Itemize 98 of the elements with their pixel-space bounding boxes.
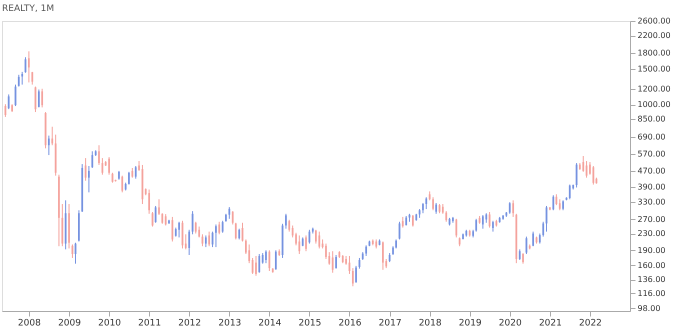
candlestick [492, 220, 494, 232]
y-tick-label: 850.00 [638, 114, 666, 124]
y-tick-label: 190.00 [638, 246, 666, 255]
candlestick [34, 86, 36, 113]
x-tick-label: 2015 [298, 318, 322, 328]
candlestick [412, 214, 414, 228]
candlestick [154, 205, 156, 224]
candlestick [305, 234, 307, 252]
candlestick [178, 221, 180, 238]
y-tick-label: 2600.00 [638, 16, 671, 26]
candlestick [555, 194, 558, 206]
candlestick [72, 244, 74, 258]
candlestick [314, 229, 317, 244]
candlestick [28, 50, 30, 83]
candlestick [158, 198, 160, 216]
candlestick [526, 236, 528, 255]
candlestick [74, 242, 76, 264]
y-tick-label: 270.00 [638, 214, 666, 224]
candlestick [24, 56, 26, 74]
x-tick-label: 2019 [458, 318, 482, 328]
candlestick [98, 144, 100, 166]
candlestick [558, 198, 561, 211]
candlestick [215, 224, 217, 248]
candlestick [202, 234, 204, 247]
x-tick-label: 2016 [338, 318, 362, 328]
candlestick [171, 216, 174, 242]
candlestick [101, 158, 104, 176]
y-tick-label: 1800.00 [638, 48, 671, 58]
candlestick [212, 231, 214, 248]
candlestick [182, 220, 184, 249]
x-tick-label: 2009 [58, 318, 82, 328]
y-tick-label: 98.00 [638, 304, 660, 313]
candlestick [522, 252, 524, 264]
candlestick [388, 252, 391, 263]
candlestick [358, 257, 360, 270]
candlestick [365, 244, 368, 256]
candlestick [268, 250, 270, 272]
x-tick-label: 2018 [418, 318, 442, 328]
candlestick [592, 166, 594, 186]
x-tick-label: 2012 [178, 318, 202, 328]
candlestick [482, 214, 484, 230]
candlestick [108, 156, 110, 176]
candlestick [488, 212, 490, 228]
candlestick [576, 162, 578, 188]
y-tick-label: 1000.00 [638, 100, 671, 110]
x-tick-label: 2020 [498, 318, 522, 328]
candlestick [435, 202, 438, 214]
candlestick [265, 250, 267, 264]
candlestick [422, 202, 424, 214]
y-tick-label: 570.00 [638, 149, 666, 158]
y-tick-label: 1200.00 [638, 84, 671, 94]
candlestick [128, 171, 130, 186]
candlestick [285, 213, 287, 230]
candlestick [192, 210, 194, 235]
y-tick-label: 230.00 [638, 229, 666, 238]
x-tick-label: 2013 [218, 318, 242, 328]
chart-title: REALTY, 1M [2, 4, 54, 14]
candlestick [222, 220, 224, 234]
x-tick-label: 2014 [258, 318, 282, 328]
y-tick-label: 470.00 [638, 166, 666, 176]
y-tick-label: 330.00 [638, 197, 666, 206]
candlestick [242, 222, 244, 242]
x-tick-label: 2017 [378, 318, 402, 328]
candlestick [112, 172, 114, 184]
x-tick-label: 2011 [138, 318, 162, 328]
x-tick-label: 2022 [579, 318, 602, 328]
candlestick [348, 255, 350, 274]
candlestick [14, 84, 16, 107]
candlestick [308, 229, 310, 244]
y-tick-label: 136.00 [638, 275, 666, 284]
candlestick [84, 158, 86, 182]
candlestick [398, 221, 400, 240]
candlestick [355, 265, 357, 284]
candlestick [208, 231, 210, 247]
candlestick [88, 166, 90, 193]
candlestick [352, 268, 354, 287]
x-tick-label: 2008 [18, 318, 42, 328]
y-tick-label: 116.00 [638, 289, 666, 298]
candlestick [148, 189, 150, 214]
candlestick [152, 212, 154, 228]
candlestick [546, 205, 548, 232]
candlestick [255, 255, 257, 276]
candlestick [382, 240, 384, 270]
candlestick [4, 104, 6, 118]
y-tick-label: 2200.00 [638, 31, 671, 40]
y-tick-label: 160.00 [638, 260, 666, 270]
x-tick-label: 2021 [538, 318, 562, 328]
candlestick [438, 204, 440, 214]
candlestick [335, 254, 337, 270]
candlestick [38, 88, 40, 108]
y-tick-label: 1500.00 [638, 64, 671, 74]
candlestick [432, 196, 434, 211]
y-tick-label: 690.00 [638, 132, 666, 142]
candlestick [532, 231, 534, 247]
y-tick-label: 390.00 [638, 182, 666, 192]
candlestick [325, 243, 327, 260]
candlestick [562, 200, 564, 211]
x-tick-label: 2010 [98, 318, 122, 328]
